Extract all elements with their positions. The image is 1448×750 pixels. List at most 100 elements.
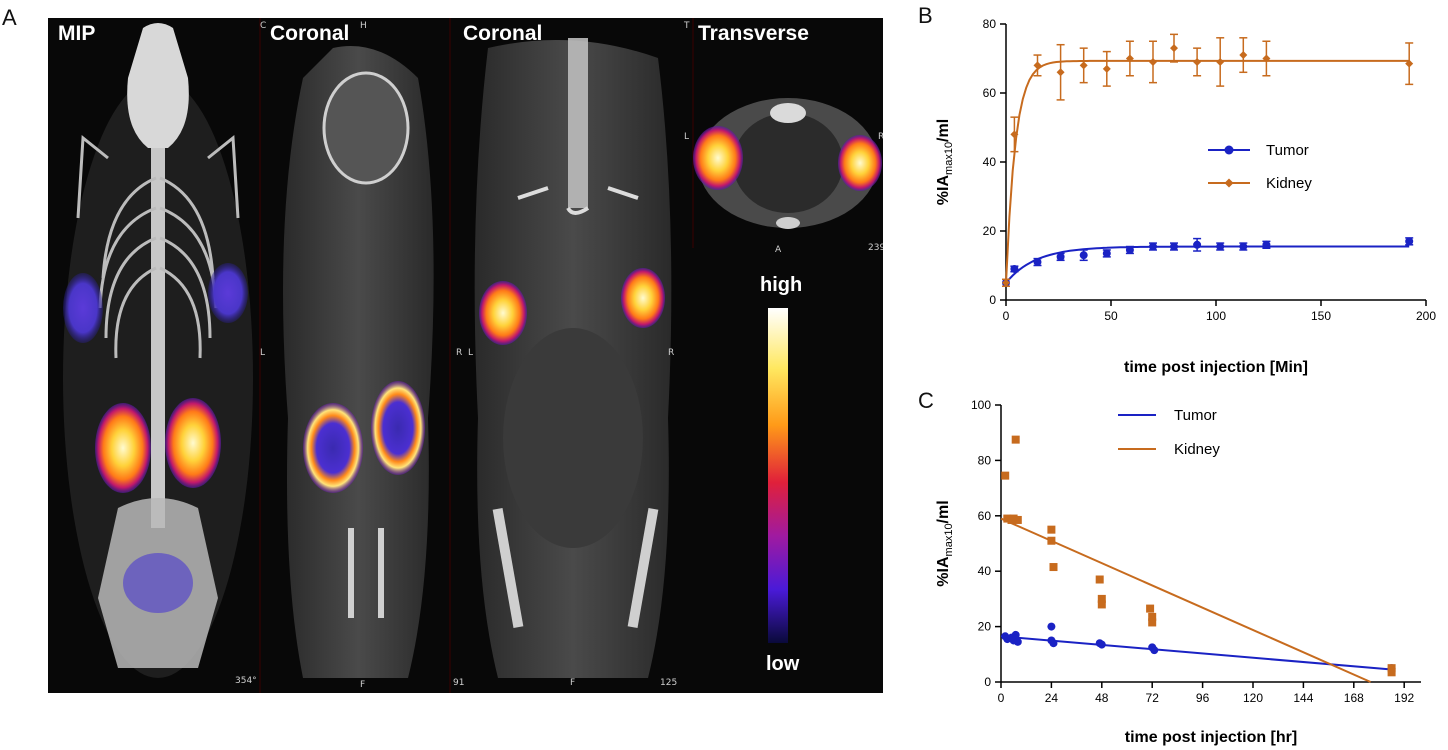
data-point-tumor xyxy=(1097,640,1106,649)
fit-curve-kidney xyxy=(1005,59,1410,283)
data-point-tumor xyxy=(1010,264,1019,273)
data-point-kidney xyxy=(1387,664,1396,673)
y-tick-label: 80 xyxy=(983,17,997,31)
image-annotation: R xyxy=(456,348,463,358)
x-tick-label: 0 xyxy=(1003,309,1010,323)
chart-c: 0 20 40 60 80 100 0 24 48 72 96 120 144 168 192 time po… xyxy=(935,398,1421,746)
image-label-coronal-2: Coronal xyxy=(463,22,543,45)
data-point-kidney xyxy=(1033,61,1042,70)
data-point-tumor xyxy=(1079,251,1088,260)
image-annotation: 354° xyxy=(235,676,257,686)
x-tick-label: 24 xyxy=(1045,691,1059,705)
data-point-tumor xyxy=(1170,242,1178,251)
data-point-kidney xyxy=(1047,525,1056,534)
data-point-tumor xyxy=(1149,242,1157,251)
regression-line-tumor xyxy=(1000,635,1392,671)
x-axis-label: time post injection [Min] xyxy=(1124,359,1308,376)
data-point-kidney xyxy=(1003,514,1012,523)
data-point-kidney xyxy=(1148,618,1157,627)
x-tick-label: 100 xyxy=(1206,309,1226,323)
data-point-kidney xyxy=(1047,536,1056,545)
image-annotation: 125 xyxy=(660,678,678,688)
x-tick-label: 96 xyxy=(1196,691,1210,705)
data-point-tumor xyxy=(1011,630,1020,639)
x-tick-label: 200 xyxy=(1416,309,1436,323)
x-tick-label: 48 xyxy=(1095,691,1109,705)
x-tick-label: 0 xyxy=(998,691,1005,705)
x-tick-label: 168 xyxy=(1344,691,1364,705)
data-point-kidney xyxy=(1011,435,1020,444)
image-annotation: H xyxy=(360,21,367,31)
data-point-tumor xyxy=(1193,240,1202,249)
data-point-tumor xyxy=(1216,242,1225,251)
x-tick-label: 50 xyxy=(1104,309,1118,323)
y-axis-label: %IAmax10/ml xyxy=(935,119,955,205)
panel-a-letter: A xyxy=(2,5,17,30)
panel-b-letter: B xyxy=(918,3,933,28)
y-tick-label: 20 xyxy=(983,224,997,238)
y-axis-label: %IAmax10/ml xyxy=(935,500,955,586)
data-point-tumor xyxy=(1033,258,1042,267)
x-tick-label: 144 xyxy=(1293,691,1313,705)
data-point-kidney xyxy=(1149,57,1157,66)
data-point-kidney xyxy=(1239,51,1248,60)
image-annotation: 91 xyxy=(453,678,465,688)
imaging-panel: MIP Coronal Coronal Transverse high low … xyxy=(48,18,883,693)
data-point-tumor xyxy=(1013,637,1022,646)
x-tick-label: 120 xyxy=(1243,691,1263,705)
data-point-kidney xyxy=(1001,471,1010,480)
y-tick-label: 40 xyxy=(983,155,997,169)
y-tick-label: 60 xyxy=(983,86,997,100)
image-annotation: R xyxy=(668,348,675,358)
y-tick-label: 100 xyxy=(971,398,991,412)
data-point-kidney xyxy=(1170,44,1178,53)
panel-c-letter: C xyxy=(918,388,934,413)
legend-marker-tumor xyxy=(1224,145,1234,155)
data-point-kidney xyxy=(1262,54,1271,63)
data-point-kidney xyxy=(1148,612,1157,621)
colorbar-high-label: high xyxy=(760,274,803,296)
image-annotation: F xyxy=(570,678,576,688)
image-annotation: 239 xyxy=(868,243,883,253)
data-point-tumor xyxy=(1102,249,1111,258)
y-tick-label: 0 xyxy=(989,293,996,307)
data-point-kidney xyxy=(1049,563,1058,572)
image-annotation: L xyxy=(468,348,474,358)
image-annotation: C xyxy=(260,21,267,31)
coronal-image-2 xyxy=(474,38,672,678)
data-point-tumor xyxy=(1056,252,1065,261)
x-axis-label: time post injection [hr] xyxy=(1125,729,1297,746)
image-label-coronal-1: Coronal xyxy=(270,22,350,45)
transverse-image xyxy=(693,98,882,229)
image-annotation: A xyxy=(775,245,782,255)
mip-image xyxy=(63,23,253,678)
coronal-image-1 xyxy=(283,46,434,678)
data-point-tumor xyxy=(1150,646,1159,655)
legend-label-kidney: Kidney xyxy=(1266,175,1312,192)
legend-label-tumor: Tumor xyxy=(1266,142,1309,159)
data-point-kidney xyxy=(1056,68,1065,77)
chart-b: 0 20 40 60 80 0 50 100 150 200 time post injection… xyxy=(935,17,1436,376)
imaging-illustration xyxy=(48,18,883,693)
fit-curve-tumor xyxy=(1005,245,1410,284)
legend-label-tumor: Tumor xyxy=(1174,407,1217,424)
colorbar-low-label: low xyxy=(766,653,800,675)
regression-line-kidney xyxy=(1000,517,1372,683)
data-point-kidney xyxy=(1097,600,1106,609)
data-point-kidney xyxy=(1079,61,1088,70)
image-annotation: L xyxy=(684,132,690,142)
legend-label-kidney: Kidney xyxy=(1174,441,1220,458)
image-annotation: F xyxy=(360,680,366,690)
data-point-kidney xyxy=(1013,515,1022,524)
image-label-transverse: Transverse xyxy=(698,22,809,45)
image-label-mip: MIP xyxy=(58,22,96,45)
data-point-kidney xyxy=(1002,278,1010,287)
image-annotation: L xyxy=(260,348,266,358)
y-tick-label: 0 xyxy=(984,675,991,689)
data-point-kidney xyxy=(1125,54,1134,63)
data-point-kidney xyxy=(1216,57,1225,66)
data-point-tumor xyxy=(1262,240,1271,249)
image-annotation: R xyxy=(878,132,883,142)
y-tick-label: 60 xyxy=(978,509,992,523)
y-tick-label: 80 xyxy=(978,453,992,467)
